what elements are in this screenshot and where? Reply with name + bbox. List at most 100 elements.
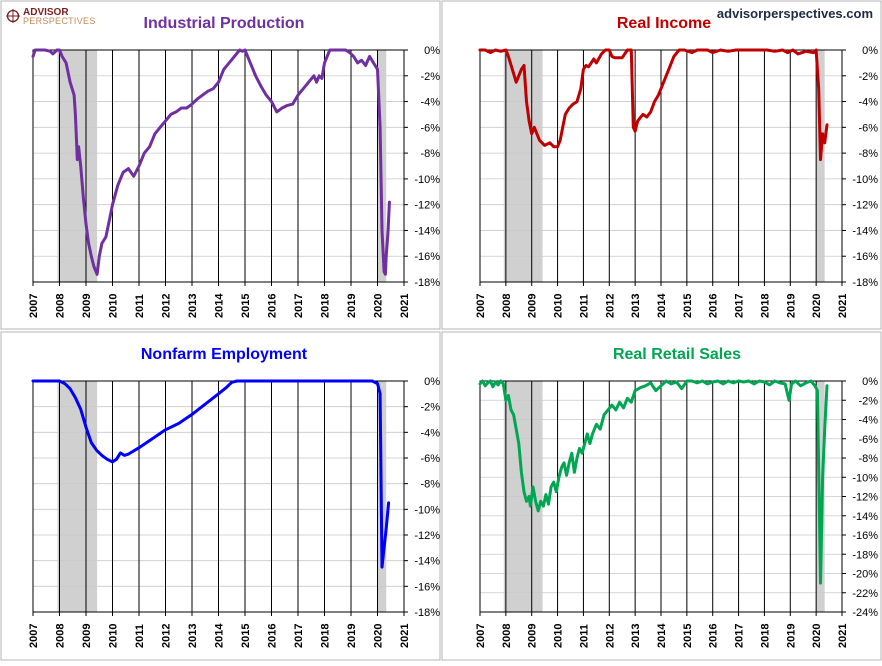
plot-area <box>32 49 405 283</box>
y-tick-label: -6% <box>420 453 440 465</box>
x-tick-label: 2007 <box>475 294 487 318</box>
x-tick-label: 2016 <box>708 624 720 648</box>
x-tick-label: 2017 <box>734 294 746 318</box>
chart-title: Real Retail Sales <box>613 346 741 363</box>
y-tick-label: -8% <box>858 453 878 465</box>
x-tick-label: 2019 <box>785 624 797 648</box>
chart-panel-2: 0% -2% -4% -6% -8% -10% -12% -14% -16% -18% 2007 20… <box>441 0 882 330</box>
y-tick-label: -2% <box>858 71 878 83</box>
y-tick-label: -6% <box>420 122 440 134</box>
y-tick-label: -4% <box>420 427 440 439</box>
y-tick-label: 0% <box>862 376 878 388</box>
x-tick-label: 2013 <box>630 624 642 648</box>
x-tick-label: 2021 <box>399 624 411 648</box>
x-tick-label: 2021 <box>837 624 849 648</box>
x-tick-label: 2012 <box>604 294 616 318</box>
x-tick-label: 2008 <box>55 294 67 318</box>
y-tick-label: -14% <box>852 225 878 237</box>
x-tick-label: 2011 <box>134 294 146 318</box>
x-tick-label: 2019 <box>785 294 797 318</box>
x-tick-label: 2019 <box>346 294 358 318</box>
y-tick-label: -10% <box>852 472 878 484</box>
x-tick-label: 2017 <box>293 624 305 648</box>
y-tick-label: -8% <box>420 148 440 160</box>
chart-title: Industrial Production <box>144 15 305 32</box>
y-tick-label: -2% <box>858 395 878 407</box>
x-tick-label: 2015 <box>240 294 252 318</box>
y-tick-label: -2% <box>420 71 440 83</box>
y-tick-label: -20% <box>852 569 878 581</box>
plot-area <box>479 380 843 613</box>
x-tick-label: 2021 <box>837 294 849 318</box>
x-tick-label: 2008 <box>55 624 67 648</box>
chart-panel-3: 0% -2% -4% -6% -8% -10% -12% -14% -16% -18% 2007 20… <box>0 331 441 661</box>
x-tick-label: 2020 <box>811 624 823 648</box>
x-tick-label: 2011 <box>578 624 590 648</box>
y-tick-label: -10% <box>414 174 440 186</box>
y-tick-label: -12% <box>852 200 878 212</box>
y-tick-label: -8% <box>420 479 440 491</box>
series-line <box>31 48 391 276</box>
x-tick-label: 2017 <box>734 624 746 648</box>
y-tick-label: -18% <box>414 277 440 289</box>
y-tick-label: -4% <box>858 97 878 109</box>
x-tick-label: 2015 <box>682 624 694 648</box>
y-tick-label: -12% <box>852 492 878 504</box>
x-tick-label: 2016 <box>267 624 279 648</box>
y-tick-label: -18% <box>852 549 878 561</box>
x-tick-label: 2020 <box>811 294 823 318</box>
x-tick-label: 2009 <box>81 294 93 318</box>
y-tick-label: -18% <box>852 277 878 289</box>
y-tick-label: -16% <box>852 530 878 542</box>
x-tick-label: 2008 <box>501 294 513 318</box>
x-tick-label: 2012 <box>161 294 173 318</box>
x-tick-label: 2020 <box>373 624 385 648</box>
x-tick-label: 2007 <box>475 624 487 648</box>
x-tick-label: 2009 <box>81 624 93 648</box>
x-tick-label: 2015 <box>240 624 252 648</box>
watermark: advisorperspectives.com <box>717 6 873 21</box>
y-tick-label: -10% <box>414 504 440 516</box>
y-tick-label: -16% <box>414 581 440 593</box>
recession-band <box>816 50 825 282</box>
x-tick-label: 2018 <box>759 624 771 648</box>
y-tick-label: -2% <box>420 402 440 414</box>
x-tick-label: 2009 <box>527 294 539 318</box>
series-line <box>478 48 829 162</box>
y-tick-label: -10% <box>852 174 878 186</box>
plot-area <box>479 49 843 283</box>
x-tick-label: 2007 <box>28 294 40 318</box>
y-tick-label: -16% <box>414 251 440 263</box>
y-tick-label: -12% <box>414 530 440 542</box>
chart-title: Nonfarm Employment <box>141 346 308 363</box>
y-tick-label: -18% <box>414 607 440 619</box>
x-tick-label: 2018 <box>320 294 332 318</box>
x-tick-label: 2012 <box>604 624 616 648</box>
y-tick-label: -6% <box>858 434 878 446</box>
logo-line-1: ADVISOR <box>23 7 69 18</box>
logo-line-2: PERSPECTIVES <box>23 16 96 26</box>
x-tick-label: 2019 <box>346 624 358 648</box>
x-tick-label: 2011 <box>578 294 590 318</box>
x-tick-label: 2010 <box>108 294 120 318</box>
x-tick-label: 2014 <box>214 293 226 318</box>
y-tick-label: -4% <box>420 97 440 109</box>
x-tick-label: 2020 <box>373 294 385 318</box>
x-tick-label: 2013 <box>187 294 199 318</box>
x-tick-label: 2018 <box>320 624 332 648</box>
series-line <box>31 379 391 569</box>
plot-area <box>32 380 405 613</box>
x-tick-label: 2021 <box>399 294 411 318</box>
y-tick-label: -14% <box>414 556 440 568</box>
y-tick-label: -14% <box>852 511 878 523</box>
chart-panel-4: 0% -2% -4% -6% -8% -10% -12% -14% -16% -18% -20% -2… <box>441 331 882 661</box>
x-tick-label: 2014 <box>214 623 226 648</box>
recession-band <box>57 381 98 612</box>
x-tick-label: 2013 <box>630 294 642 318</box>
y-tick-label: -12% <box>414 200 440 212</box>
x-tick-label: 2012 <box>161 624 173 648</box>
chart-title: Real Income <box>617 15 711 32</box>
x-tick-label: 2014 <box>656 623 668 648</box>
